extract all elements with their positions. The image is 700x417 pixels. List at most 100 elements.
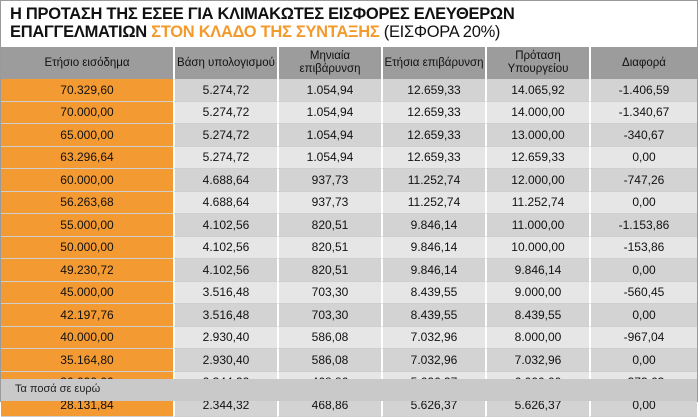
- table-cell: 4.688,64: [173, 169, 277, 192]
- table-cell: 9.846,14: [485, 259, 589, 282]
- table-cell: 2.930,40: [173, 326, 277, 349]
- income-cell: 35.164,80: [1, 349, 173, 372]
- table-cell: 3.516,48: [173, 281, 277, 304]
- table-row: 56.263,68 4.688,64 937,73 11.252,74 11.252,7…: [1, 191, 697, 214]
- table-cell: -340,67: [589, 124, 697, 147]
- income-cell: 56.263,68: [1, 191, 173, 214]
- income-cell: 42.197,76: [1, 304, 173, 327]
- table-cell: 1.054,94: [277, 146, 381, 169]
- table-cell: 11.252,74: [381, 191, 485, 214]
- table-cell: 7.032,96: [381, 349, 485, 372]
- table-cell: 7.032,96: [381, 326, 485, 349]
- table-cell: 12.659,33: [381, 124, 485, 147]
- table-cell: 14.000,00: [485, 101, 589, 124]
- currency-note: Τα ποσά σε ευρώ: [15, 383, 101, 395]
- table-cell: 586,08: [277, 349, 381, 372]
- title-line-2-end: (ΕΙΣΦΟΡΑ 20%): [379, 23, 501, 41]
- income-cell: 70.000,00: [1, 101, 173, 124]
- table-cell: 11.252,74: [381, 169, 485, 192]
- income-cell: 65.000,00: [1, 124, 173, 147]
- table-cell: 13.000,00: [485, 124, 589, 147]
- title-line-1: Η ΠΡΟΤΑΣΗ ΤΗΣ ΕΣΕΕ ΓΙΑ ΚΛΙΜΑΚΩΤΕΣ ΕΙΣΦΟΡ…: [10, 5, 515, 23]
- table-row: 40.000,00 2.930,40 586,08 7.032,96 8.000,00-…: [1, 326, 697, 349]
- title-line-2-start: ΕΠΑΓΓΕΛΜΑΤΙΩΝ: [10, 23, 152, 41]
- column-header: Ετήσια επιβάρυνση: [381, 47, 485, 79]
- table-cell: 820,51: [277, 214, 381, 237]
- table-cell: 1.054,94: [277, 124, 381, 147]
- table-cell: 2.930,40: [173, 349, 277, 372]
- table-cell: 4.102,56: [173, 214, 277, 237]
- table-cell: -560,45: [589, 281, 697, 304]
- table-cell: -153,86: [589, 236, 697, 259]
- income-cell: 40.000,00: [1, 326, 173, 349]
- income-cell: 55.000,00: [1, 214, 173, 237]
- table-row: 35.164,80 2.930,40 586,08 7.032,96 7.032,96 0…: [1, 349, 697, 372]
- table-cell: -1.340,67: [589, 101, 697, 124]
- title-highlight: ΣΤΟΝ ΚΛΑΔΟ ΤΗΣ ΣΥΝΤΑΞΗΣ: [151, 23, 380, 41]
- table-cell: 11.000,00: [485, 214, 589, 237]
- table-cell: 8.439,55: [381, 281, 485, 304]
- infographic-title: Η ΠΡΟΤΑΣΗ ΤΗΣ ΕΣΕΕ ΓΙΑ ΚΛΙΜΑΚΩΤΕΣ ΕΙΣΦΟΡ…: [10, 5, 690, 41]
- table-cell: 4.688,64: [173, 191, 277, 214]
- table-cell: 11.252,74: [485, 191, 589, 214]
- table-cell: 0,00: [589, 146, 697, 169]
- contributions-table: Ετήσιο εισόδημα Βάση υπολογισμού Μηνιαία…: [1, 47, 697, 417]
- table-row: 49.230,72 4.102,56 820,51 9.846,14 9.846,14 0…: [1, 259, 697, 282]
- table-row: 70.000,00 5.274,72 1.054,94 12.659,33 14.000…: [1, 101, 697, 124]
- income-cell: 60.000,00: [1, 169, 173, 192]
- table-cell: 12.659,33: [381, 146, 485, 169]
- income-cell: 45.000,00: [1, 281, 173, 304]
- table-cell: 703,30: [277, 304, 381, 327]
- table-row: 45.000,00 3.516,48 703,30 8.439,55 9.000,00-…: [1, 281, 697, 304]
- table-cell: 10.000,00: [485, 236, 589, 259]
- table-cell: 12.659,33: [485, 146, 589, 169]
- table-cell: 0,00: [589, 191, 697, 214]
- table-cell: 8.439,55: [485, 304, 589, 327]
- table-cell: 820,51: [277, 236, 381, 259]
- table-cell: -1.406,59: [589, 79, 697, 102]
- table-cell: 1.054,94: [277, 79, 381, 102]
- table-header-row: Ετήσιο εισόδημα Βάση υπολογισμού Μηνιαία…: [1, 47, 697, 79]
- table-cell: 5.274,72: [173, 101, 277, 124]
- table-cell: 12.000,00: [485, 169, 589, 192]
- column-header: Ετήσιο εισόδημα: [1, 47, 173, 79]
- column-header: Βάση υπολογισμού: [173, 47, 277, 79]
- table-body: 70.329,60 5.274,72 1.054,94 12.659,33 14.065…: [1, 79, 697, 417]
- table-cell: 4.102,56: [173, 236, 277, 259]
- table-cell: 5.274,72: [173, 124, 277, 147]
- table-row: 60.000,00 4.688,64 937,73 11.252,74 12.000,0…: [1, 169, 697, 192]
- table-cell: 1.054,94: [277, 101, 381, 124]
- table-cell: 937,73: [277, 169, 381, 192]
- income-cell: 49.230,72: [1, 259, 173, 282]
- table-cell: 8.000,00: [485, 326, 589, 349]
- table-row: 63.296,64 5.274,72 1.054,94 12.659,33 12.659…: [1, 146, 697, 169]
- table-cell: 5.274,72: [173, 146, 277, 169]
- table-cell: -967,04: [589, 326, 697, 349]
- table-row: 55.000,00 4.102,56 820,51 9.846,14 11.000,00…: [1, 214, 697, 237]
- table-cell: 14.065,92: [485, 79, 589, 102]
- table-cell: 703,30: [277, 281, 381, 304]
- column-header: Πρόταση Υπουργείου: [485, 47, 589, 79]
- table-row: 70.329,60 5.274,72 1.054,94 12.659,33 14.065…: [1, 79, 697, 102]
- table-cell: 937,73: [277, 191, 381, 214]
- table-cell: 5.274,72: [173, 79, 277, 102]
- table-cell: 8.439,55: [381, 304, 485, 327]
- table-cell: 9.846,14: [381, 259, 485, 282]
- table-cell: 9.000,00: [485, 281, 589, 304]
- table-cell: -1.153,86: [589, 214, 697, 237]
- table-row: 50.000,00 4.102,56 820,51 9.846,14 10.000,00…: [1, 236, 697, 259]
- table-cell: 0,00: [589, 304, 697, 327]
- income-cell: 63.296,64: [1, 146, 173, 169]
- table-cell: 9.846,14: [381, 214, 485, 237]
- table-row: 65.000,00 5.274,72 1.054,94 12.659,33 13.000…: [1, 124, 697, 147]
- table-cell: 0,00: [589, 259, 697, 282]
- table-cell: 4.102,56: [173, 259, 277, 282]
- footer-bar: Τα ποσά σε ευρώ: [1, 379, 697, 401]
- table-cell: 12.659,33: [381, 79, 485, 102]
- title-line-2: ΕΠΑΓΓΕΛΜΑΤΙΩΝ ΣΤΟΝ ΚΛΑΔΟ ΤΗΣ ΣΥΝΤΑΞΗΣ (Ε…: [10, 23, 690, 41]
- table-cell: 12.659,33: [381, 101, 485, 124]
- income-cell: 70.329,60: [1, 79, 173, 102]
- table-cell: 7.032,96: [485, 349, 589, 372]
- table-cell: 586,08: [277, 326, 381, 349]
